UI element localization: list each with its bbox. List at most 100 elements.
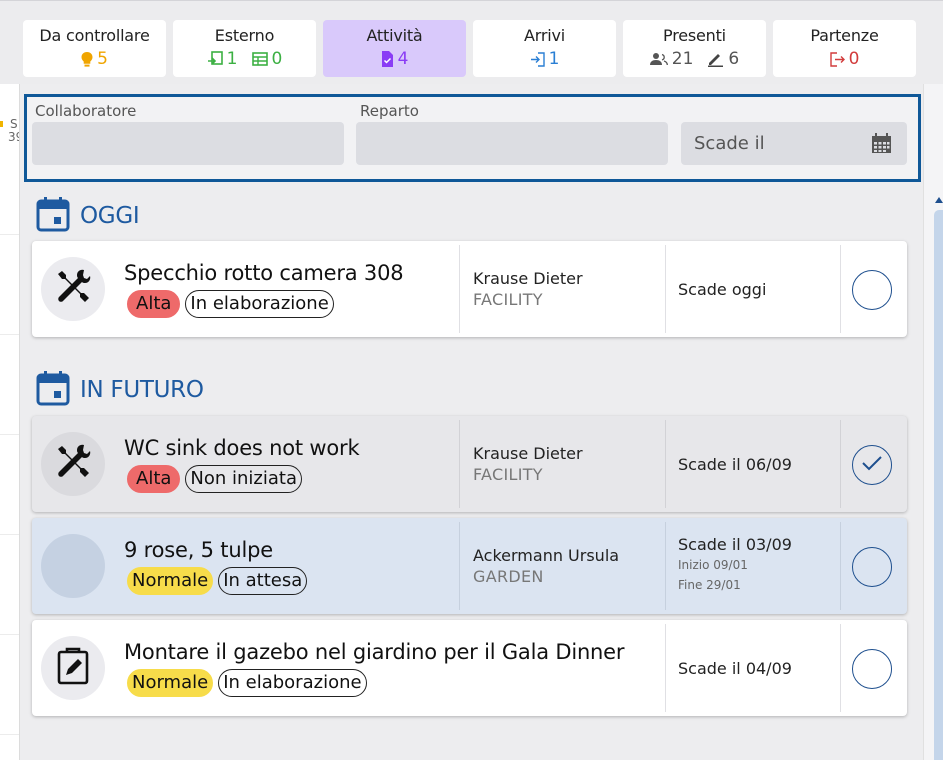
top-tab-bar: Da controllare 5 Esterno 1 0 Attività xyxy=(0,0,943,84)
section-in-futuro: IN FUTURO xyxy=(36,370,204,410)
task-avatar xyxy=(41,432,105,496)
task-assignee: Krause Dieter FACILITY xyxy=(473,269,583,309)
tab-arrivi[interactable]: Arrivi 1 xyxy=(473,20,616,77)
priority-badge: Alta xyxy=(127,465,181,493)
filter-bar: Collaboratore Reparto Scade il xyxy=(24,94,921,182)
checkmark-icon xyxy=(861,455,883,475)
task-start: Inizio 09/01 xyxy=(678,558,748,572)
task-card[interactable]: WC sink does not work Alta Non iniziata … xyxy=(32,416,907,512)
calendar-day-icon xyxy=(36,196,70,236)
lightbulb-icon xyxy=(81,51,93,67)
task-due: Scade il 04/09 xyxy=(678,659,792,678)
task-avatar xyxy=(41,534,105,598)
divider xyxy=(665,420,666,508)
calendar-strip: S 39 xyxy=(0,84,20,760)
tab-label: Partenze xyxy=(810,26,879,45)
task-due: Scade il 03/09 xyxy=(678,535,792,554)
task-title: WC sink does not work xyxy=(124,436,360,460)
section-oggi: OGGI xyxy=(36,196,140,236)
tab-count: 1 xyxy=(207,49,238,69)
task-title: Montare il gazebo nel giardino per il Ga… xyxy=(124,640,625,664)
tab-presenti[interactable]: Presenti 21 6 xyxy=(623,20,766,77)
divider xyxy=(840,420,841,508)
task-tags: Alta Non iniziata xyxy=(127,465,302,493)
task-title: 9 rose, 5 tulpe xyxy=(124,538,273,562)
tab-count: 21 xyxy=(649,49,693,69)
task-card[interactable]: Montare il gazebo nel giardino per il Ga… xyxy=(32,620,907,716)
tab-count: 0 xyxy=(251,49,282,69)
grid-line xyxy=(0,434,19,435)
complete-checkbox[interactable] xyxy=(852,445,892,485)
tab-count: 5 xyxy=(81,49,108,69)
event-marker xyxy=(0,121,3,127)
calendar-icon[interactable] xyxy=(871,133,892,158)
task-tags: Alta In elaborazione xyxy=(127,290,334,318)
reparto-field[interactable] xyxy=(356,122,668,165)
scrollbar-thumb[interactable] xyxy=(934,210,943,760)
task-card[interactable]: Specchio rotto camera 308 Alta In elabor… xyxy=(32,241,907,337)
status-badge: In elaborazione xyxy=(185,290,334,318)
tab-partenze[interactable]: Partenze 0 xyxy=(773,20,916,77)
divider xyxy=(840,245,841,333)
day-letter: S xyxy=(10,117,18,131)
scade-il-placeholder: Scade il xyxy=(694,133,765,154)
status-badge: In elaborazione xyxy=(218,669,367,697)
pencil-icon xyxy=(707,51,724,67)
table-icon xyxy=(251,52,268,66)
scroll-up-arrow[interactable] xyxy=(935,197,943,203)
tab-attivita[interactable]: Attività 4 xyxy=(323,20,466,77)
task-due-block: Scade il 03/09 Inizio 09/01 Fine 29/01 xyxy=(678,535,792,592)
divider xyxy=(665,522,666,610)
complete-checkbox[interactable] xyxy=(852,270,892,310)
tab-count: 0 xyxy=(829,49,859,69)
login-icon xyxy=(530,51,545,67)
tab-count: 1 xyxy=(530,49,559,69)
priority-badge: Normale xyxy=(127,669,214,697)
calendar-day-icon xyxy=(36,370,70,410)
status-badge: In attesa xyxy=(218,567,308,595)
task-assignee: Krause Dieter FACILITY xyxy=(473,444,583,484)
task-avatar xyxy=(41,636,105,700)
tab-count: 4 xyxy=(381,49,408,69)
assignee-name: Krause Dieter xyxy=(473,269,583,288)
section-title: OGGI xyxy=(80,203,140,229)
task-tags: Normale In attesa xyxy=(127,567,308,595)
tab-label: Da controllare xyxy=(39,26,150,45)
divider xyxy=(840,624,841,712)
assignee-department: FACILITY xyxy=(473,465,543,484)
tools-icon xyxy=(54,268,92,310)
task-icon xyxy=(381,51,394,67)
tab-label: Arrivi xyxy=(524,26,565,45)
complete-checkbox[interactable] xyxy=(852,547,892,587)
scrollbar[interactable] xyxy=(923,84,943,760)
task-assignee: Ackermann Ursula GARDEN xyxy=(473,546,619,586)
tab-da-controllare[interactable]: Da controllare 5 xyxy=(23,20,166,77)
collaboratore-label: Collaboratore xyxy=(35,102,137,120)
reparto-label: Reparto xyxy=(360,102,419,120)
divider xyxy=(840,522,841,610)
divider xyxy=(665,245,666,333)
tab-label: Esterno xyxy=(214,26,275,45)
complete-checkbox[interactable] xyxy=(852,649,892,689)
clipboard-edit-icon xyxy=(55,647,91,689)
divider xyxy=(459,420,460,508)
assignee-name: Ackermann Ursula xyxy=(473,546,620,565)
week-number: 39 xyxy=(8,130,19,144)
tab-esterno[interactable]: Esterno 1 0 xyxy=(173,20,316,77)
grid-line xyxy=(0,334,19,335)
task-end: Fine 29/01 xyxy=(678,578,741,592)
divider xyxy=(459,522,460,610)
grid-line xyxy=(0,634,19,635)
collaboratore-field[interactable] xyxy=(32,122,344,165)
task-due: Scade oggi xyxy=(678,280,767,299)
grid-line xyxy=(0,734,19,735)
scade-il-field[interactable]: Scade il xyxy=(681,122,907,165)
task-avatar xyxy=(41,257,105,321)
assignee-department: GARDEN xyxy=(473,567,544,586)
grid-line xyxy=(0,234,19,235)
task-card[interactable]: 9 rose, 5 tulpe Normale In attesa Ackerm… xyxy=(32,518,907,614)
tools-icon xyxy=(54,443,92,485)
assignee-name: Krause Dieter xyxy=(473,444,583,463)
task-title: Specchio rotto camera 308 xyxy=(124,261,404,285)
logout-icon xyxy=(829,51,845,67)
